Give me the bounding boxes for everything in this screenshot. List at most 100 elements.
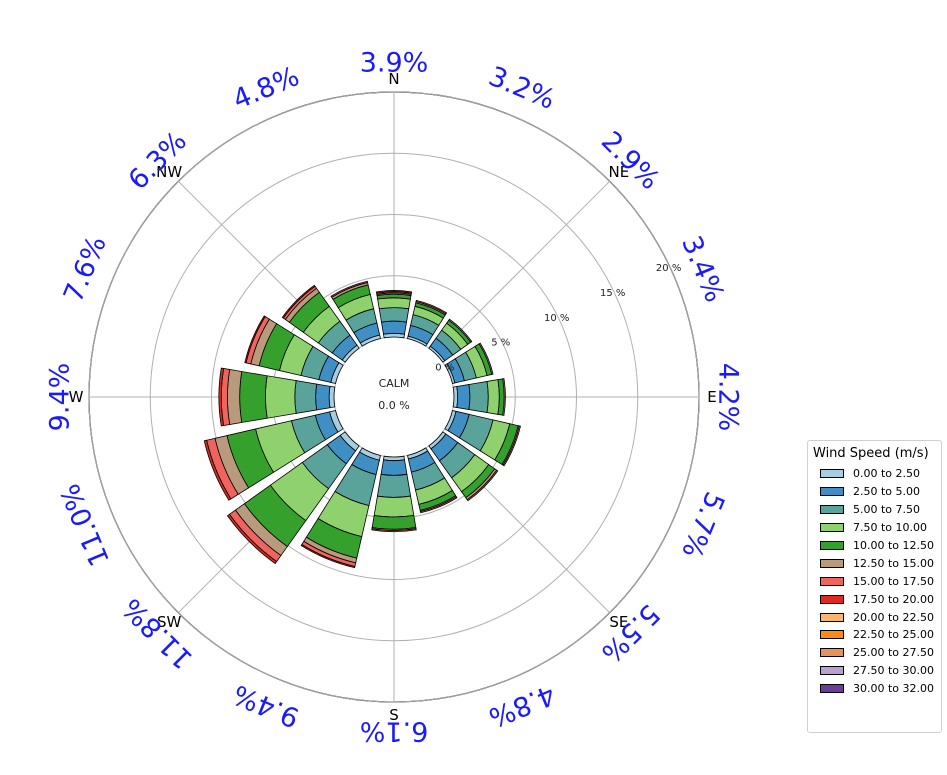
direction-percent-ssw: 9.4%	[229, 678, 304, 733]
bar-segment-s-bin2	[376, 473, 412, 498]
calm-label: CALM	[379, 377, 410, 390]
legend-entry: 22.50 to 25.00	[813, 626, 937, 644]
bar-segment-s-bin4	[371, 514, 417, 530]
legend-entry: 10.00 to 12.50	[813, 537, 937, 555]
wind-rose-bars	[203, 280, 521, 569]
bar-segment-ssw-bin7	[300, 543, 356, 569]
bar-segment-s-bin3	[373, 495, 415, 518]
direction-label-sw: SW	[157, 613, 182, 631]
legend-label: 0.00 to 2.50	[853, 467, 921, 481]
radial-tick-label: 15 %	[600, 288, 625, 299]
legend-label: 12.50 to 15.00	[853, 556, 935, 570]
spoke-line	[436, 180, 611, 355]
legend-entry: 15.00 to 17.50	[813, 572, 937, 590]
bar-segment-n-bin1	[381, 320, 407, 335]
bar-segment-wnw-bin7	[244, 315, 266, 364]
direction-percent-nnw: 4.8%	[229, 61, 304, 116]
bar-segment-e-bin2	[468, 380, 489, 414]
bar-segment-w-bin3	[265, 375, 297, 419]
legend-label: 15.00 to 17.50	[853, 574, 935, 588]
legend-label: 27.50 to 30.00	[853, 664, 935, 678]
legend-swatch	[820, 666, 844, 676]
legend-entry: 7.50 to 10.00	[813, 519, 937, 537]
legend-swatch	[820, 469, 844, 479]
radial-tick-label: 5 %	[491, 338, 510, 349]
bar-segment-e-bin1	[456, 384, 471, 410]
bar-segment-n-bin3	[377, 297, 411, 310]
legend-entry: 17.50 to 20.00	[813, 590, 937, 608]
legend-title: Wind Speed (m/s)	[813, 446, 929, 461]
legend-entries: 0.00 to 2.50 2.50 to 5.00 5.00 to 7.50 7.50…	[813, 465, 937, 698]
legend-entry: 5.00 to 7.50	[813, 501, 937, 519]
legend: Wind Speed (m/s) 0.00 to 2.50 2.50 to 5.0…	[807, 440, 942, 733]
direction-percent-sse: 4.8%	[484, 678, 559, 733]
legend-entry: 0.00 to 2.50	[813, 465, 937, 483]
bar-segment-n-bin2	[378, 307, 410, 323]
direction-percent-w: 9.4%	[45, 363, 76, 432]
radial-tick-label: 0 %	[435, 363, 454, 374]
legend-swatch	[820, 576, 844, 586]
legend-entry: 30.00 to 32.00	[813, 680, 937, 698]
legend-swatch	[820, 612, 844, 622]
legend-label: 7.50 to 10.00	[853, 521, 928, 535]
calm-value: 0.0 %	[378, 399, 409, 412]
direction-label-nw: NW	[156, 163, 182, 181]
legend-label: 17.50 to 20.00	[853, 592, 935, 606]
direction-percent-ese: 5.7%	[675, 487, 730, 562]
direction-label-w: W	[69, 388, 84, 406]
radial-ring	[333, 336, 455, 458]
legend-label: 5.00 to 7.50	[853, 503, 921, 517]
legend-swatch	[820, 487, 844, 497]
legend-swatch	[820, 594, 844, 604]
direction-percent-e: 4.2%	[713, 363, 744, 432]
bar-segment-nne-bin6	[415, 299, 448, 315]
bar-segment-w-bin2	[294, 380, 318, 414]
direction-label-e: E	[707, 388, 716, 406]
legend-label: 2.50 to 5.00	[853, 485, 921, 499]
bar-segment-w-bin4	[239, 371, 268, 423]
radial-tick-label: 20 %	[656, 263, 681, 274]
legend-swatch	[820, 541, 844, 550]
legend-label: 22.50 to 25.00	[853, 628, 935, 642]
bar-segment-sse-bin6	[419, 496, 458, 514]
bar-segment-se-bin6	[466, 469, 499, 502]
legend-swatch	[820, 684, 844, 694]
direction-label-se: SE	[609, 613, 628, 631]
bar-segment-nnw-bin6	[330, 280, 369, 298]
bar-segment-w-bin0	[328, 385, 336, 409]
bar-segment-w-bin1	[315, 383, 331, 411]
legend-entry: 25.00 to 27.50	[813, 644, 937, 662]
radial-tick-label: 10 %	[544, 313, 569, 324]
bar-segment-s-bin1	[380, 459, 408, 476]
direction-label-s: S	[389, 706, 399, 724]
direction-label-ne: NE	[609, 163, 630, 181]
bar-segment-w-bin7	[218, 367, 225, 427]
bar-segment-ese-bin6	[502, 425, 521, 467]
bar-segment-s-bin6	[371, 528, 417, 533]
legend-label: 25.00 to 27.50	[853, 646, 935, 660]
legend-entry: 2.50 to 5.00	[813, 483, 937, 501]
direction-percent-nne: 3.2%	[484, 61, 559, 116]
bar-segment-ne-bin5	[448, 318, 473, 343]
bar-segment-e-bin3	[486, 379, 500, 415]
bar-segment-w-bin5	[227, 369, 243, 425]
legend-swatch	[820, 523, 844, 533]
direction-percent-wnw: 7.6%	[58, 232, 113, 307]
legend-label: 20.00 to 22.50	[853, 610, 935, 624]
legend-entry: 20.00 to 22.50	[813, 608, 937, 626]
legend-swatch	[820, 505, 844, 515]
polar-grid	[88, 91, 700, 703]
legend-swatch	[820, 630, 844, 640]
bar-segment-sw-bin7	[226, 513, 278, 565]
bar-segment-wsw-bin7	[203, 439, 232, 501]
legend-swatch	[820, 648, 844, 658]
bar-segment-e-bin5	[502, 378, 506, 416]
direction-label-n: N	[388, 70, 399, 88]
direction-percent-s: 6.1%	[360, 716, 429, 747]
direction-percent-ene: 3.4%	[675, 232, 730, 307]
bar-segment-nw-bin7	[281, 284, 316, 319]
bar-segment-n-bin7	[375, 290, 413, 294]
legend-label: 10.00 to 12.50	[853, 539, 935, 552]
legend-swatch	[820, 558, 844, 568]
